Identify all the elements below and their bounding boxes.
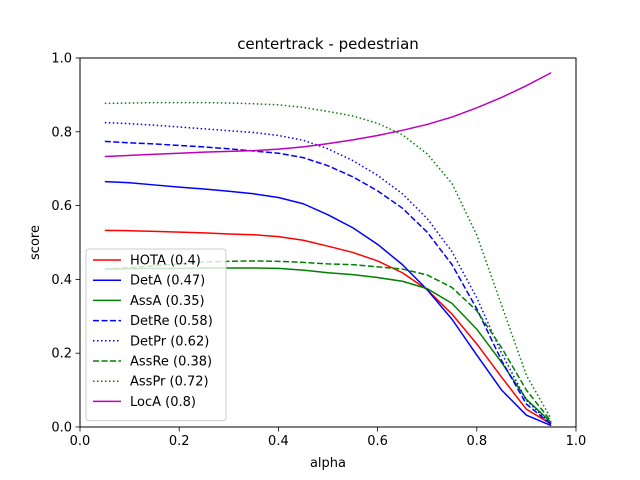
legend-label: AssA (0.35) [130,294,205,309]
series-line-1 [104,180,552,427]
y-tick-label: 1.0 [51,52,72,67]
chart-title: centertrack - pedestrian [237,35,419,53]
series-line-6 [104,101,552,420]
series-line-7 [104,72,552,158]
series-line-0 [104,229,552,425]
y-axis: 0.0 0.2 0.4 0.6 0.8 1.0 [51,52,80,436]
legend: HOTA (0.4) DetA (0.47) AssA (0.35) DetRe (0… [85,248,227,422]
x-tick-label: 1.0 [566,434,587,449]
x-tick-label: 0.8 [466,434,487,449]
x-tick-label: 0.4 [268,434,289,449]
x-tick-label: 0.2 [169,434,190,449]
legend-label: DetPr (0.62) [130,334,209,349]
y-tick-label: 0.6 [51,199,72,214]
axes-frame [79,57,577,428]
legend-label: AssRe (0.38) [130,355,212,370]
legend-label: DetRe (0.58) [130,314,213,329]
y-tick-label: 0.8 [51,125,72,140]
series-line-5 [104,260,552,422]
legend-label: LocA (0.8) [130,395,196,410]
series-line-3 [104,140,552,426]
legend-label: DetA (0.47) [130,274,205,289]
x-tick-label: 0.6 [367,434,388,449]
y-tick-label: 0.4 [51,273,72,288]
x-axis-label: alpha [310,456,346,471]
legend-label: HOTA (0.4) [130,254,201,269]
x-axis: 0.0 0.2 0.4 0.6 0.8 1.0 [70,427,587,449]
y-tick-label: 0.0 [51,421,72,436]
y-axis-label: score [28,225,43,260]
x-tick-label: 0.0 [70,434,91,449]
y-tick-label: 0.2 [51,347,72,362]
legend-box [85,248,227,422]
legend-label: AssPr (0.72) [130,375,209,390]
